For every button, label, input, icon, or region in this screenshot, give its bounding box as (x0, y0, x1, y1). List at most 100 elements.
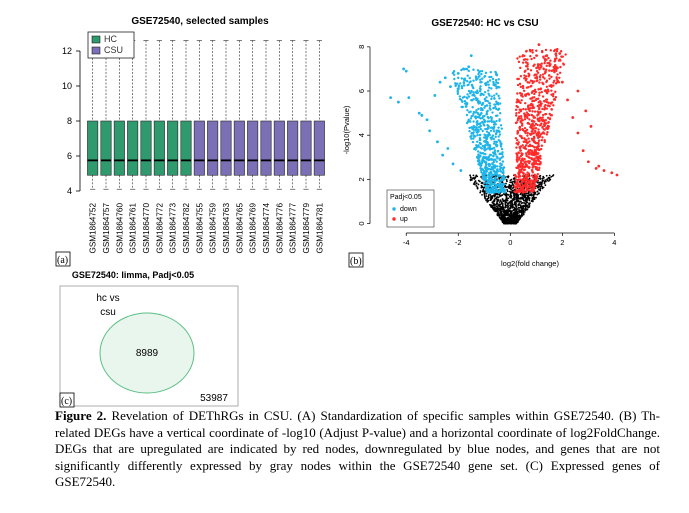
x-tick-label-GSM1864759: GSM1864759 (209, 203, 218, 254)
point-up (519, 115, 523, 118)
point-ns (480, 176, 482, 178)
point-up (533, 124, 536, 127)
point-ns (491, 195, 494, 197)
box-GSM1864774 (260, 40, 272, 190)
point-up (520, 136, 524, 140)
point-up (539, 147, 543, 151)
point-up-outlier (560, 80, 564, 84)
point-ns (509, 217, 512, 220)
point-ns (522, 198, 525, 201)
point-ns (469, 176, 472, 178)
point-down (495, 74, 499, 77)
box-GSM1864779 (300, 40, 312, 190)
point-down (491, 182, 494, 185)
point-down (501, 151, 504, 154)
point-down (457, 85, 460, 89)
point-ns (494, 197, 497, 200)
point-ns (503, 208, 505, 211)
point-up-outlier (594, 166, 598, 170)
point-up (524, 152, 528, 155)
point-up (523, 70, 527, 73)
point-down (483, 176, 486, 180)
point-up (547, 101, 550, 105)
point-up (530, 113, 533, 117)
point-up (531, 153, 535, 157)
point-up (550, 75, 553, 79)
point-up (533, 181, 536, 185)
point-up (536, 97, 540, 100)
box-body (193, 120, 205, 176)
point-ns (538, 188, 540, 191)
point-up (526, 121, 530, 125)
point-up (531, 81, 534, 85)
point-up (530, 188, 534, 191)
point-up (531, 106, 534, 110)
point-up (559, 59, 562, 62)
point-down (484, 99, 487, 103)
point-down (463, 95, 466, 99)
point-up (528, 151, 531, 154)
point-up (545, 80, 548, 84)
point-up (518, 178, 522, 181)
point-down (475, 128, 479, 131)
point-up (541, 132, 544, 135)
point-ns (483, 195, 486, 198)
point-ns (522, 209, 525, 212)
point-up (518, 168, 521, 171)
point-up (517, 111, 521, 114)
point-up (516, 83, 520, 87)
point-up (523, 54, 526, 57)
point-up (521, 163, 524, 167)
point-ns (492, 208, 495, 211)
point-ns (527, 195, 529, 198)
point-ns (499, 208, 501, 211)
point-down (489, 129, 493, 132)
point-ns (482, 189, 484, 191)
box-GSM1864765 (233, 40, 245, 190)
point-down (498, 133, 502, 136)
point-up (530, 182, 533, 186)
point-ns (508, 195, 511, 198)
point-up (529, 185, 532, 189)
point-up (549, 114, 552, 117)
point-down (494, 70, 497, 74)
x-tick-label-GSM1864770: GSM1864770 (142, 203, 151, 254)
point-up (542, 56, 545, 59)
point-ns (500, 218, 503, 221)
point-up (518, 128, 522, 132)
point-ns (530, 194, 533, 197)
point-ns (490, 196, 492, 198)
point-down (478, 122, 481, 126)
point-up (543, 105, 546, 108)
point-up (515, 158, 518, 162)
point-down (481, 101, 485, 105)
point-ns (537, 186, 539, 189)
point-up (549, 59, 552, 62)
point-up (553, 60, 556, 63)
point-up (526, 58, 529, 61)
point-ns (548, 174, 551, 177)
point-up (543, 100, 546, 103)
point-ns (538, 182, 540, 184)
point-up (539, 74, 542, 77)
point-up (523, 112, 526, 115)
point-ns (481, 190, 484, 193)
point-up (519, 108, 523, 112)
point-up (531, 171, 534, 174)
point-up (532, 176, 535, 179)
point-ns (486, 201, 489, 203)
point-ns (517, 206, 520, 209)
caption-lead: Figure 2. (55, 408, 107, 423)
point-up-outlier (553, 67, 556, 71)
box-GSM1864776 (273, 40, 285, 190)
point-ns (544, 184, 547, 187)
point-up (528, 118, 531, 121)
point-up (559, 65, 562, 69)
point-down (451, 72, 455, 75)
x-tick-label-GSM1864760: GSM1864760 (115, 203, 124, 254)
point-down (485, 110, 489, 114)
point-down (465, 121, 469, 125)
point-ns (506, 193, 509, 196)
point-down-outlier (436, 140, 439, 144)
point-down-outlier (446, 147, 450, 150)
